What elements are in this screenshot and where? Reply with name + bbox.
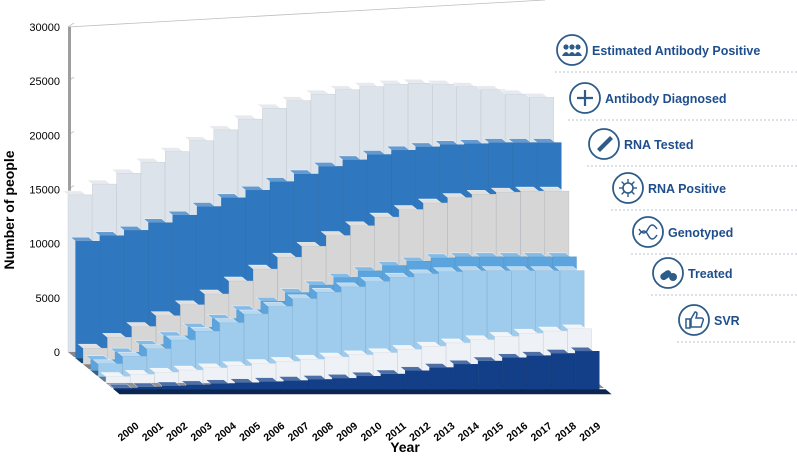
bar <box>351 371 381 390</box>
people-icon <box>556 34 588 66</box>
bar <box>156 381 187 390</box>
x-tick-label: 2009 <box>334 420 360 444</box>
x-tick-label: 2014 <box>456 420 482 444</box>
legend-item: Antibody Diagnosed <box>568 82 797 121</box>
x-tick-label: 2001 <box>140 420 166 444</box>
legend-item: RNA Tested <box>587 128 797 167</box>
bar <box>278 376 308 390</box>
test-tube-icon <box>588 128 620 160</box>
bar <box>108 383 138 390</box>
bar <box>472 356 503 390</box>
gridline <box>67 22 75 28</box>
legend-label: Genotyped <box>668 226 733 240</box>
x-tick-label: 2005 <box>237 420 263 444</box>
x-tick-label: 2002 <box>164 420 190 444</box>
legend-item: SVR <box>677 304 797 343</box>
legend-label: RNA Positive <box>648 182 726 196</box>
y-tick-label: 5000 <box>36 293 60 305</box>
bar <box>149 367 179 384</box>
bar <box>100 372 131 384</box>
bar <box>124 370 155 384</box>
pills-icon <box>652 257 684 289</box>
x-tick-label: 2017 <box>529 420 555 444</box>
bar <box>545 349 576 390</box>
bar <box>399 366 430 390</box>
legend-item: Treated <box>651 257 797 296</box>
y-tick-label: 20000 <box>29 130 60 142</box>
x-tick-label: 2007 <box>286 420 312 444</box>
bar <box>375 369 406 390</box>
y-axis-ticks: 0 5000 10000 15000 20000 25000 30000 <box>29 22 60 359</box>
y-tick-label: 30000 <box>29 22 60 34</box>
x-tick-label: 2018 <box>553 420 579 444</box>
legend: Estimated Antibody Positive Antibody Diag… <box>555 34 797 343</box>
x-tick-label: 2010 <box>359 420 385 444</box>
bar <box>302 375 333 390</box>
bar <box>70 236 100 359</box>
y-tick-label: 0 <box>54 347 60 359</box>
x-axis-ticks: 2000200120022003200420052006200720082009… <box>116 420 604 444</box>
legend-item: RNA Positive <box>611 172 797 211</box>
x-tick-label: 2013 <box>432 420 458 444</box>
bar <box>205 379 236 390</box>
legend-item: Estimated Antibody Positive <box>555 34 797 73</box>
chart-bars <box>62 79 612 395</box>
bar <box>132 382 163 390</box>
x-tick-label: 2004 <box>213 420 239 444</box>
x-tick-label: 2000 <box>116 420 142 444</box>
y-tick-label: 25000 <box>29 76 60 88</box>
bar <box>229 378 260 390</box>
legend-item: Genotyped <box>631 216 797 255</box>
legend-label: Antibody Diagnosed <box>605 92 727 106</box>
x-axis-title: Year <box>390 439 420 455</box>
x-tick-label: 2019 <box>577 420 603 444</box>
bar <box>173 365 204 384</box>
bar <box>569 347 600 390</box>
row-floor <box>113 389 612 395</box>
thumbs-up-icon <box>678 304 710 336</box>
dna-icon <box>632 216 664 248</box>
y-axis-title: Number of people <box>1 150 17 269</box>
bar <box>423 363 454 390</box>
x-tick-label: 2008 <box>310 420 336 444</box>
plus-icon <box>569 82 601 114</box>
bar <box>521 351 551 390</box>
bar <box>496 353 527 390</box>
y-tick-label: 10000 <box>29 239 60 251</box>
virus-icon <box>612 172 644 204</box>
x-tick-label: 2016 <box>504 420 530 444</box>
bar <box>190 327 220 377</box>
bar <box>197 363 228 384</box>
bar <box>448 360 478 390</box>
y-tick-label: 15000 <box>29 184 60 196</box>
legend-label: SVR <box>714 314 740 328</box>
legend-label: Treated <box>688 267 732 281</box>
legend-label: RNA Tested <box>624 138 693 152</box>
y-axis-wall <box>68 26 71 353</box>
x-tick-label: 2006 <box>261 420 287 444</box>
bar <box>326 374 357 390</box>
bar <box>253 377 284 390</box>
wall-edge <box>67 0 546 28</box>
x-tick-label: 2015 <box>480 420 506 444</box>
x-tick-label: 2003 <box>189 420 215 444</box>
legend-label: Estimated Antibody Positive <box>592 44 760 58</box>
